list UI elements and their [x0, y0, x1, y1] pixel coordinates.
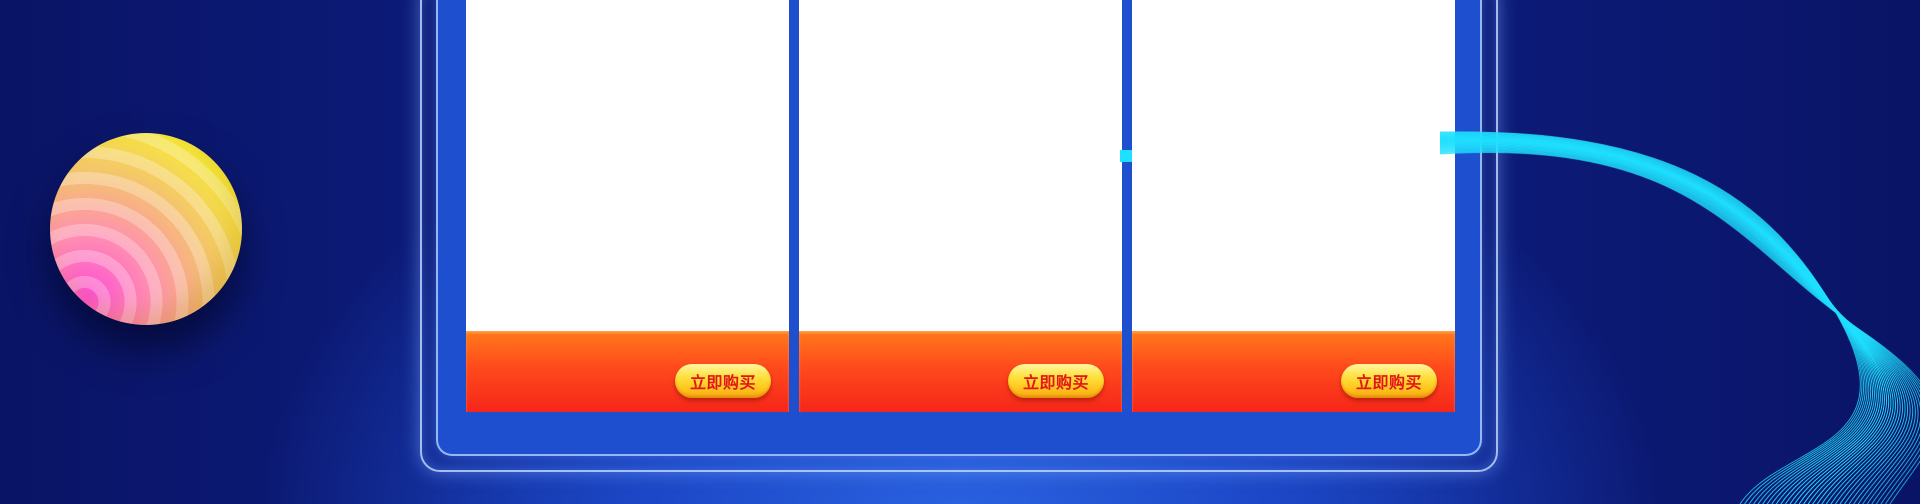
product-card-2[interactable]: 立即购买 [799, 0, 1122, 412]
wave-line [1440, 133, 1868, 504]
wave-line [1440, 140, 1887, 504]
wave-line [1440, 143, 1901, 504]
cyan-accent-mark [1120, 150, 1132, 162]
wave-line [1440, 144, 1903, 504]
wave-line [1440, 140, 1890, 504]
panel-frame-outer [420, 0, 1498, 472]
product-image-placeholder[interactable] [466, 0, 789, 331]
wave-line [1440, 137, 1879, 504]
wave-line [1440, 135, 1874, 504]
buy-now-button[interactable]: 立即购买 [1341, 364, 1437, 398]
wave-line [1440, 132, 1865, 504]
wave-line [1440, 152, 1920, 504]
wave-line [1440, 146, 1911, 504]
decorative-ball [50, 133, 242, 325]
wave-line [1440, 138, 1883, 504]
wave-line [1440, 131, 1863, 504]
wave-line [1440, 137, 1877, 504]
wave-line [1440, 145, 1909, 504]
wave-line [1440, 131, 1861, 504]
product-image-placeholder[interactable] [799, 0, 1122, 331]
product-image-placeholder[interactable] [1132, 0, 1455, 331]
product-card-footer: 立即购买 [466, 331, 789, 412]
buy-now-button[interactable]: 立即购买 [1008, 364, 1104, 398]
wave-line [1440, 133, 1866, 504]
wave-line [1440, 135, 1872, 504]
buy-now-button[interactable]: 立即购买 [675, 364, 771, 398]
wave-line [1440, 136, 1875, 504]
wave-line [1440, 142, 1894, 504]
product-card-3[interactable]: 立即购买 [1132, 0, 1455, 412]
product-card-row: 立即购买 立即购买 立即购买 [466, 0, 1455, 412]
product-card-footer: 立即购买 [1132, 331, 1455, 412]
product-card-footer: 立即购买 [799, 331, 1122, 412]
product-card-1[interactable]: 立即购买 [466, 0, 789, 412]
wave-line [1440, 142, 1896, 504]
cyan-line-wave-icon [1440, 131, 1920, 504]
wave-line [1440, 134, 1870, 504]
